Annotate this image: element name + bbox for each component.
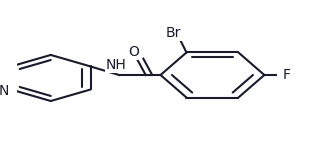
Text: F: F xyxy=(283,68,290,82)
Text: O: O xyxy=(128,45,139,59)
Text: N: N xyxy=(0,84,9,98)
Text: Br: Br xyxy=(165,26,181,40)
Text: NH: NH xyxy=(106,58,127,72)
